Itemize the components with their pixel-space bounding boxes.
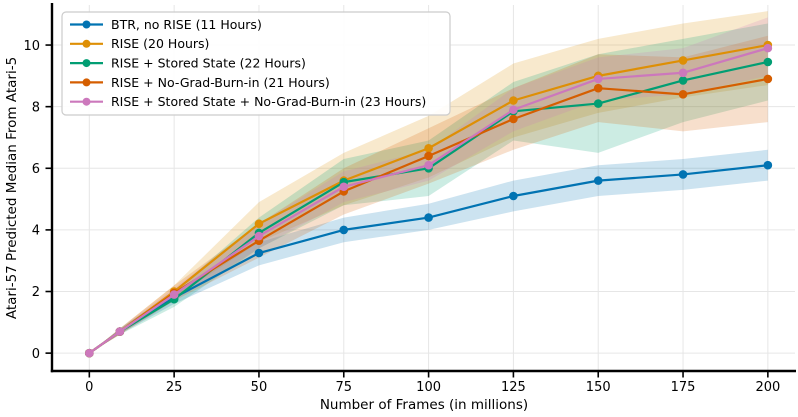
legend-marker-dot bbox=[82, 78, 91, 87]
legend-item-label: RISE (20 Hours) bbox=[111, 36, 209, 51]
y-tick-label: 2 bbox=[32, 285, 40, 300]
data-point bbox=[424, 213, 433, 222]
legend-marker-dot bbox=[82, 97, 91, 106]
x-tick-label: 175 bbox=[671, 380, 696, 395]
legend-item-label: RISE + Stored State (22 Hours) bbox=[111, 56, 306, 71]
data-point bbox=[85, 348, 94, 358]
y-tick-label: 0 bbox=[32, 347, 40, 362]
x-tick-label: 0 bbox=[85, 380, 93, 395]
ticks-layer: 0 25 50 75 100 125 150 175 200 0 2 4 6 8 10 bbox=[23, 39, 780, 395]
data-point bbox=[339, 225, 349, 235]
data-point bbox=[509, 105, 518, 115]
data-point bbox=[424, 160, 433, 170]
x-tick-label: 125 bbox=[501, 380, 526, 395]
data-point bbox=[763, 74, 773, 84]
x-tick-label: 50 bbox=[251, 380, 268, 395]
x-tick-label: 25 bbox=[166, 380, 183, 395]
data-point bbox=[509, 114, 518, 124]
axes-layer bbox=[50, 3, 796, 373]
data-point bbox=[254, 231, 264, 241]
x-tick-label: 200 bbox=[755, 380, 780, 395]
y-tick-label: 6 bbox=[32, 162, 40, 177]
x-tick-label: 100 bbox=[416, 380, 441, 395]
data-point bbox=[678, 68, 688, 78]
series-layer bbox=[85, 40, 773, 358]
legend-item-label: RISE + Stored State + No-Grad-Burn-in (2… bbox=[111, 94, 426, 109]
confidence-band bbox=[89, 149, 768, 354]
data-point bbox=[593, 83, 603, 93]
x-tick-label: 75 bbox=[335, 380, 352, 395]
legend-marker-dot bbox=[82, 20, 91, 29]
data-point bbox=[763, 160, 773, 170]
confidence-band bbox=[89, 11, 768, 354]
data-point bbox=[678, 170, 688, 179]
data-point bbox=[678, 76, 688, 85]
legend-marker-dot bbox=[82, 39, 91, 48]
data-point bbox=[424, 143, 433, 153]
legend-item-label: RISE + No-Grad-Burn-in (21 Hours) bbox=[111, 75, 330, 90]
data-point bbox=[678, 56, 688, 65]
data-point bbox=[169, 290, 179, 299]
y-axis-label: Atari-57 Predicted Median From Atari-5 bbox=[4, 57, 20, 319]
y-tick-label: 10 bbox=[23, 39, 40, 54]
series-line bbox=[88, 47, 769, 355]
data-point bbox=[593, 176, 603, 185]
x-axis-label: Number of Frames (in millions) bbox=[320, 397, 528, 413]
confidence-band bbox=[89, 35, 768, 354]
data-point bbox=[509, 96, 518, 105]
x-tick-label: 150 bbox=[586, 380, 611, 395]
y-tick-label: 4 bbox=[32, 224, 40, 239]
data-point bbox=[115, 327, 125, 336]
data-point bbox=[678, 90, 688, 99]
data-point bbox=[593, 74, 603, 84]
data-point bbox=[254, 219, 264, 229]
legend-box bbox=[61, 11, 451, 116]
data-point bbox=[763, 57, 773, 67]
data-point bbox=[339, 182, 349, 192]
legend: BTR, no RISE (11 Hours) RISE (20 Hours) RI… bbox=[61, 11, 451, 116]
data-point bbox=[763, 43, 773, 53]
legend-item-label: BTR, no RISE (11 Hours) bbox=[111, 17, 262, 32]
data-point bbox=[593, 99, 603, 108]
confidence-band bbox=[89, 17, 768, 354]
data-point bbox=[254, 248, 264, 258]
data-point bbox=[424, 151, 433, 161]
data-point bbox=[509, 191, 518, 201]
legend-marker-dot bbox=[82, 59, 91, 68]
y-tick-label: 8 bbox=[32, 100, 40, 115]
